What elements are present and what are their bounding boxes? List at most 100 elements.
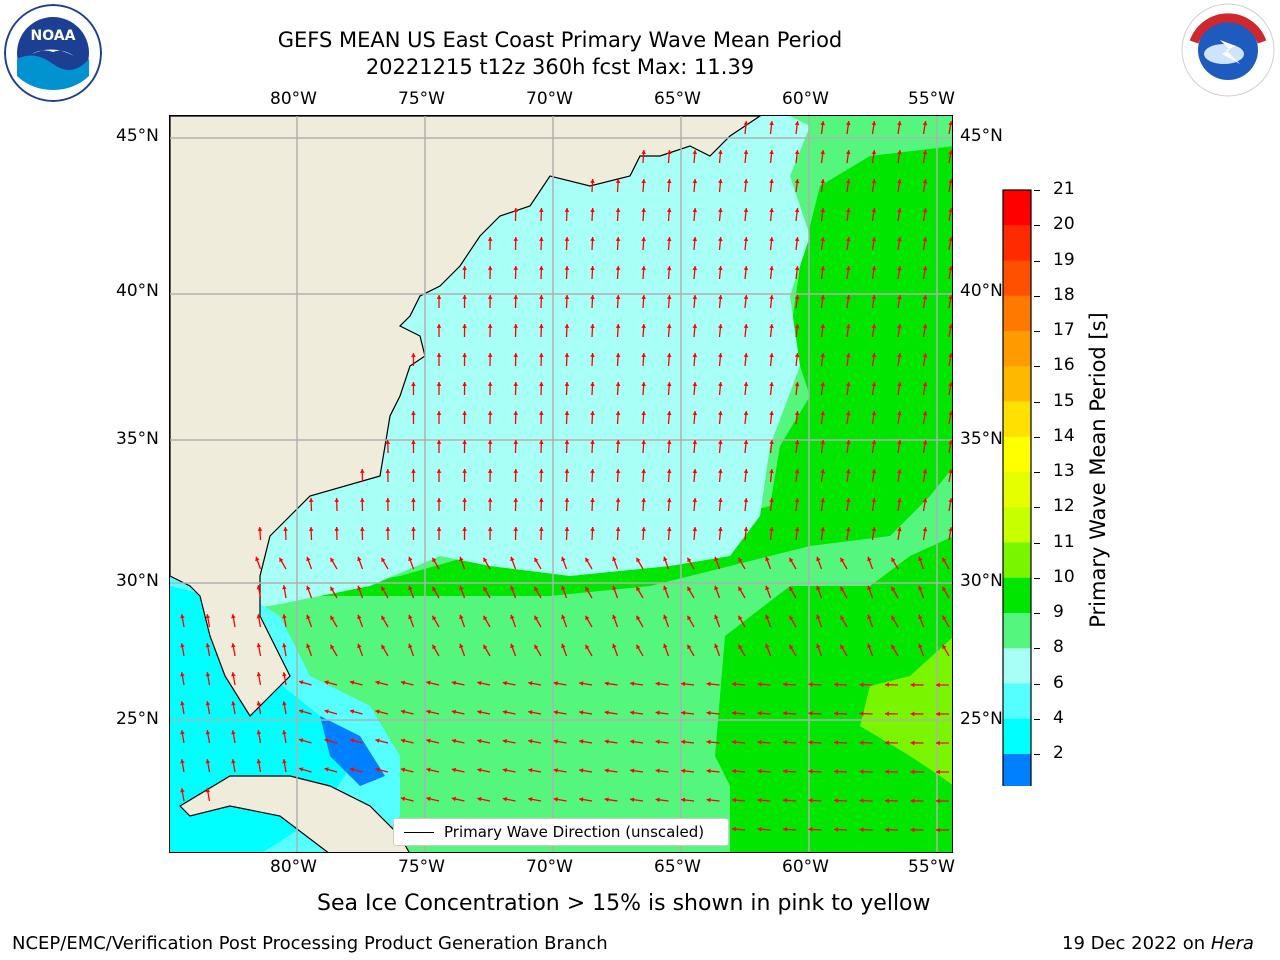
colorbar-tick-label: 20 [1053,214,1075,235]
wave-arrow [871,150,877,164]
wave-arrow [590,294,595,309]
wave-arrow [718,294,723,309]
wave-arrow [897,208,902,222]
wave-arrow [935,711,950,717]
wave-arrow [539,323,544,338]
wave-arrow [256,701,262,715]
wave-arrow [922,527,928,541]
wave-arrow [820,150,825,164]
wave-arrow [816,556,823,570]
wave-arrow [718,497,723,512]
wave-arrow [641,381,646,396]
wave-arrow [918,643,925,657]
lat-label-left-35n: 35°N [116,429,159,449]
wave-arrow [231,672,236,686]
wave-arrow [655,710,669,716]
wave-arrow [553,739,567,744]
wave-arrow [180,672,185,686]
wave-arrow [871,440,877,454]
wave-arrow [922,237,928,251]
wave-arrow [306,643,313,657]
wave-arrow [820,266,825,280]
wave-arrow [845,208,851,222]
wave-arrow [349,680,363,686]
wave-arrow [513,526,519,541]
wave-arrow [553,797,567,802]
wave-arrow [794,353,800,367]
wave-arrow [579,739,593,744]
wave-arrow [757,826,771,832]
wave-arrow [897,295,902,309]
wave-arrow [615,323,621,338]
wave-arrow [918,614,925,628]
wave-arrow [706,681,720,687]
wave-arrow [845,324,851,338]
wave-arrow [590,410,595,425]
wave-arrow [871,527,877,541]
wave-arrow [743,179,749,193]
wave-arrow [590,236,595,251]
wave-arrow [839,644,848,657]
wave-arrow [890,615,899,628]
wave-arrow [820,469,825,483]
wave-arrow [910,711,924,717]
wave-arrow [718,236,723,251]
wave-arrow [788,644,797,657]
wave-arrow [510,643,517,657]
wave-arrow [859,682,873,687]
wave-arrow [769,324,774,338]
wave-arrow [867,614,874,628]
wave-arrow [692,323,698,338]
wave-arrow [794,121,800,135]
sea-ice-note: Sea Ice Concentration > 15% is shown in … [317,891,931,916]
wave-arrow [615,381,621,396]
wave-arrow [757,710,771,716]
wave-arrow [922,150,928,164]
wave-arrow [564,410,570,425]
wave-arrow [564,497,570,512]
wave-arrow [845,411,851,425]
wave-arrow [510,556,517,570]
lon-label-top-65w: 65°W [654,89,701,109]
wave-arrow [411,439,416,454]
lon-label-bottom-60w: 60°W [782,857,829,877]
wave-arrow [884,769,899,775]
wave-arrow [539,497,544,512]
wave-arrow [820,179,825,193]
wave-arrow [655,797,669,803]
colorbar-tick-mark [1034,366,1040,368]
wave-arrow [431,615,440,628]
wave-arrow [922,469,928,483]
wave-arrow [782,711,797,716]
wave-arrow [922,353,928,367]
wave-arrow [743,121,749,135]
wave-arrow [820,237,825,251]
wave-arrow [205,759,211,773]
wave-arrow [635,615,644,628]
wave-arrow [948,498,952,512]
wave-arrow [590,207,595,222]
wave-arrow [922,179,928,193]
wave-arrow [692,381,698,396]
lat-label-left-25n: 25°N [116,709,159,729]
wave-arrow [897,324,902,338]
wave-arrow [641,352,646,367]
wave-arrow [871,237,877,251]
wave-arrow [871,469,877,483]
wave-arrow [528,681,542,686]
wave-arrow [357,643,364,657]
wave-arrow [714,585,721,599]
wave-arrow [590,178,595,193]
wave-arrow [820,121,825,135]
footer-org: NCEP/EMC/Verification Post Processing Pr… [12,933,608,954]
wave-arrow [612,556,619,570]
wave-arrow [359,497,365,512]
wave-arrow [539,236,544,251]
wave-arrow [839,615,848,628]
wave-arrow [897,498,902,512]
wave-arrow [615,207,621,222]
colorbar-tick-label: 13 [1053,461,1075,481]
wave-arrow [794,295,800,309]
wave-arrow [782,827,797,832]
wave-arrow [426,796,440,802]
